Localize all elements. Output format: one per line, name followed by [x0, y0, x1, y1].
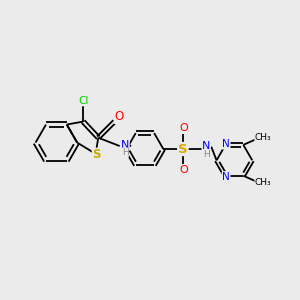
Text: N: N [202, 141, 210, 151]
Text: N: N [121, 140, 129, 150]
Text: N: N [222, 172, 230, 182]
Text: CH₃: CH₃ [255, 133, 272, 142]
Text: N: N [222, 139, 230, 149]
Text: O: O [179, 165, 188, 175]
Text: S: S [92, 148, 101, 161]
Text: H: H [122, 148, 128, 157]
Text: S: S [178, 142, 188, 155]
Text: CH₃: CH₃ [255, 178, 272, 188]
Text: H: H [203, 150, 209, 159]
Text: O: O [115, 110, 124, 123]
Text: O: O [179, 123, 188, 133]
Text: Cl: Cl [78, 96, 88, 106]
